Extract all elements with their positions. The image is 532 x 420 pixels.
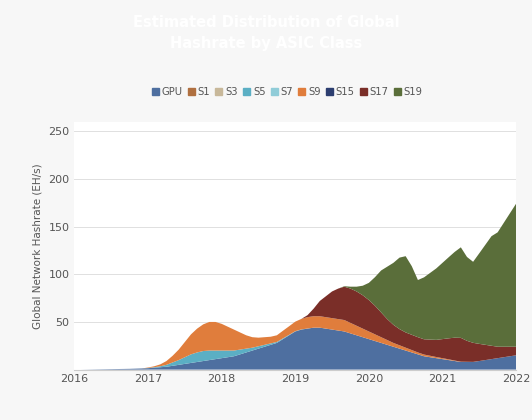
Y-axis label: Global Network Hashrate (EH/s): Global Network Hashrate (EH/s) [33,163,43,328]
Legend: GPU, S1, S3, S5, S7, S9, S15, S17, S19: GPU, S1, S3, S5, S7, S9, S15, S17, S19 [148,84,427,101]
Text: Estimated Distribution of Global
Hashrate by ASIC Class: Estimated Distribution of Global Hashrat… [132,15,400,50]
